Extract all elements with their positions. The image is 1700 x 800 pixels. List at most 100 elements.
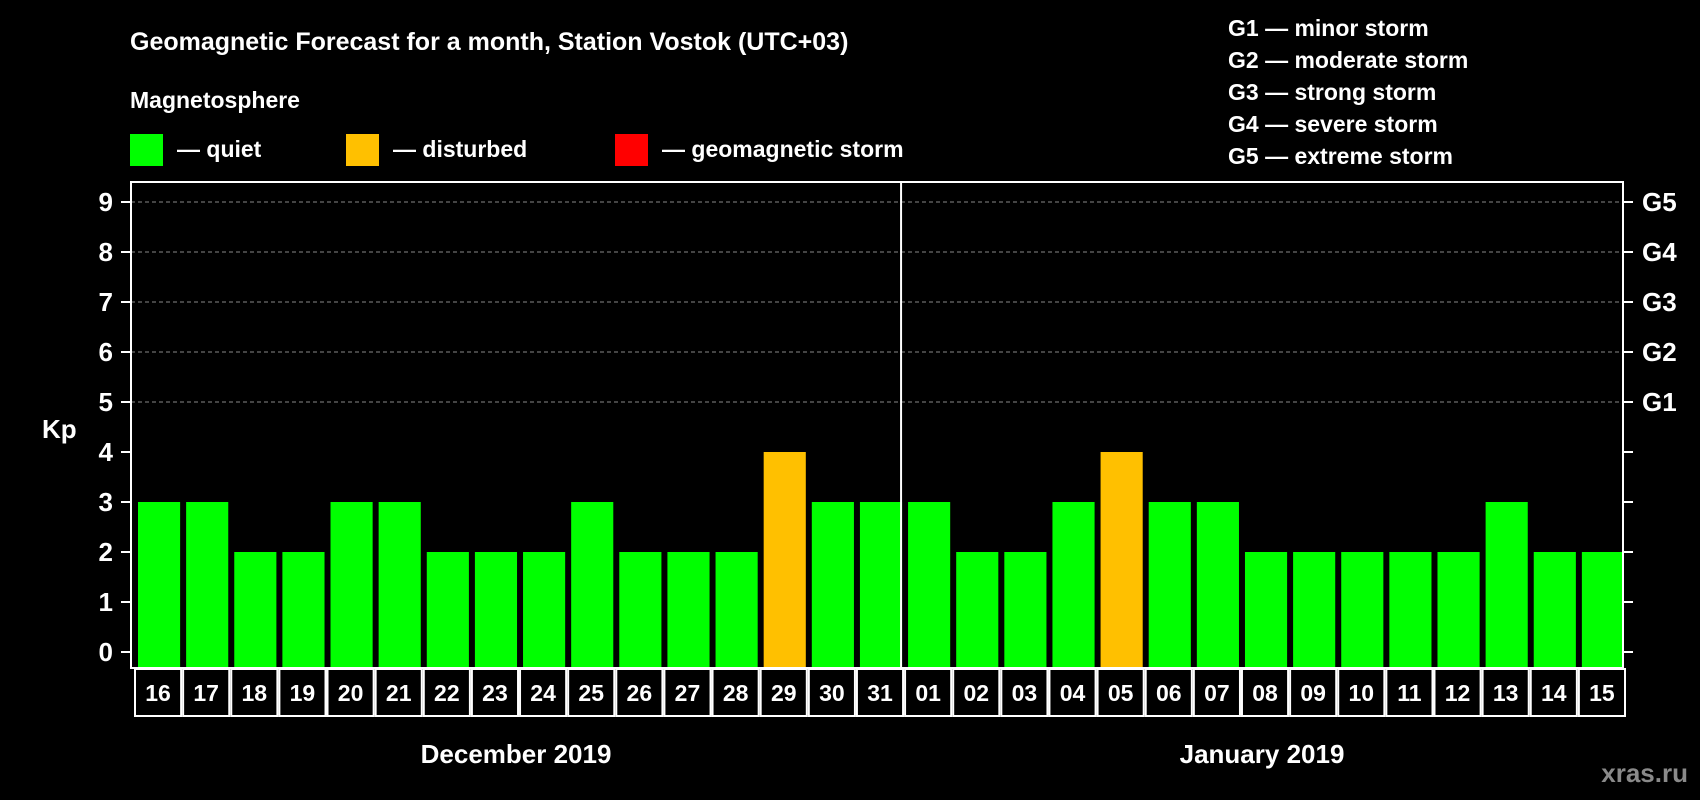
date-cell xyxy=(1000,668,1049,717)
date-cell xyxy=(1433,668,1482,717)
bar-11 xyxy=(1389,552,1432,668)
legend-label-1: — disturbed xyxy=(393,136,527,162)
bar-06 xyxy=(1148,502,1191,668)
right-axis-label: G4 xyxy=(1642,237,1677,267)
date-cell xyxy=(1096,668,1145,717)
date-cell xyxy=(1240,668,1290,717)
y-tick-label: 6 xyxy=(99,337,113,367)
x-tick-label: 08 xyxy=(1252,680,1278,706)
bar-14 xyxy=(1533,552,1576,668)
legend-swatch-1 xyxy=(346,134,379,166)
y-tick-label: 2 xyxy=(99,537,113,567)
y-tick-label: 1 xyxy=(99,587,113,617)
y-tick-label: 9 xyxy=(99,187,113,217)
x-tick-label: 11 xyxy=(1397,680,1422,706)
date-cell xyxy=(615,668,664,717)
x-tick-label: 28 xyxy=(723,680,749,706)
bar-17 xyxy=(186,502,229,668)
legend-swatch-0 xyxy=(130,134,163,166)
chart-title: Geomagnetic Forecast for a month, Statio… xyxy=(130,28,848,56)
date-cell xyxy=(1337,668,1386,717)
date-cell xyxy=(326,668,375,717)
date-cell xyxy=(1481,668,1530,717)
legend-label-0: — quiet xyxy=(177,136,262,162)
x-tick-label: 06 xyxy=(1156,680,1182,706)
x-tick-label: 27 xyxy=(675,680,701,706)
date-cell xyxy=(1289,668,1338,717)
bar-03 xyxy=(1004,552,1047,668)
right-axis-label: G2 xyxy=(1642,337,1677,367)
y-tick-label: 8 xyxy=(99,237,113,267)
x-tick-label: 30 xyxy=(819,680,845,706)
date-cell xyxy=(567,668,616,717)
date-cell xyxy=(1144,668,1193,717)
bar-02 xyxy=(956,552,999,668)
x-tick-label: 19 xyxy=(290,680,316,706)
bar-24 xyxy=(523,552,566,668)
storm-scale-item: G2 — moderate storm xyxy=(1228,47,1468,73)
x-tick-label: 17 xyxy=(193,680,219,706)
storm-scale-item: G5 — extreme storm xyxy=(1228,143,1453,169)
y-tick-label: 3 xyxy=(99,487,113,517)
bar-01 xyxy=(908,502,951,668)
bar-12 xyxy=(1437,552,1480,668)
bar-27 xyxy=(667,552,710,668)
date-cell xyxy=(278,668,327,717)
x-tick-label: 16 xyxy=(145,680,171,706)
x-tick-label: 02 xyxy=(963,680,989,706)
date-cell xyxy=(952,668,1001,717)
x-tick-label: 31 xyxy=(867,680,893,706)
x-tick-label: 24 xyxy=(530,680,556,706)
x-tick-label: 29 xyxy=(771,680,797,706)
bar-18 xyxy=(234,552,277,668)
bar-13 xyxy=(1485,502,1528,668)
x-tick-label: 09 xyxy=(1300,680,1326,706)
bar-05 xyxy=(1100,452,1143,668)
date-cell xyxy=(1385,668,1434,717)
date-cell xyxy=(1577,668,1627,717)
date-cell xyxy=(711,668,760,717)
date-cell xyxy=(1529,668,1578,717)
date-cell xyxy=(759,668,808,717)
bar-09 xyxy=(1293,552,1336,668)
y-tick-label: 7 xyxy=(99,287,113,317)
x-tick-label: 18 xyxy=(242,680,268,706)
date-cell xyxy=(663,668,712,717)
x-tick-label: 10 xyxy=(1348,680,1374,706)
y-axis-label: Kp xyxy=(42,414,77,444)
x-tick-label: 04 xyxy=(1060,680,1086,706)
bar-23 xyxy=(474,552,518,668)
legend-swatch-2 xyxy=(615,134,648,166)
x-tick-label: 07 xyxy=(1204,680,1230,706)
date-cell xyxy=(422,668,471,717)
date-cell xyxy=(470,668,520,717)
bar-07 xyxy=(1196,502,1239,668)
chart-subtitle: Magnetosphere xyxy=(130,87,300,113)
x-tick-label: 01 xyxy=(915,680,941,706)
bar-31 xyxy=(859,502,903,668)
storm-scale-item: G1 — minor storm xyxy=(1228,15,1429,41)
bar-21 xyxy=(378,502,421,668)
date-cell xyxy=(807,668,856,717)
month-label-1: January 2019 xyxy=(1180,739,1345,769)
x-tick-label: 26 xyxy=(627,680,653,706)
right-axis-label: G5 xyxy=(1642,187,1677,217)
bar-26 xyxy=(619,552,662,668)
x-tick-label: 13 xyxy=(1493,680,1519,706)
bar-22 xyxy=(426,552,469,668)
x-tick-label: 12 xyxy=(1445,680,1471,706)
bar-08 xyxy=(1244,552,1288,668)
date-cell xyxy=(230,668,279,717)
date-cell xyxy=(182,668,231,717)
y-tick-label: 5 xyxy=(99,387,113,417)
watermark: xras.ru xyxy=(1601,758,1688,788)
month-label-0: December 2019 xyxy=(421,739,612,769)
x-tick-label: 14 xyxy=(1541,680,1567,706)
bar-30 xyxy=(811,502,854,668)
right-axis-label: G3 xyxy=(1642,287,1677,317)
bar-29 xyxy=(763,452,806,668)
bar-10 xyxy=(1341,552,1384,668)
bar-28 xyxy=(715,552,758,668)
x-tick-label: 20 xyxy=(338,680,364,706)
